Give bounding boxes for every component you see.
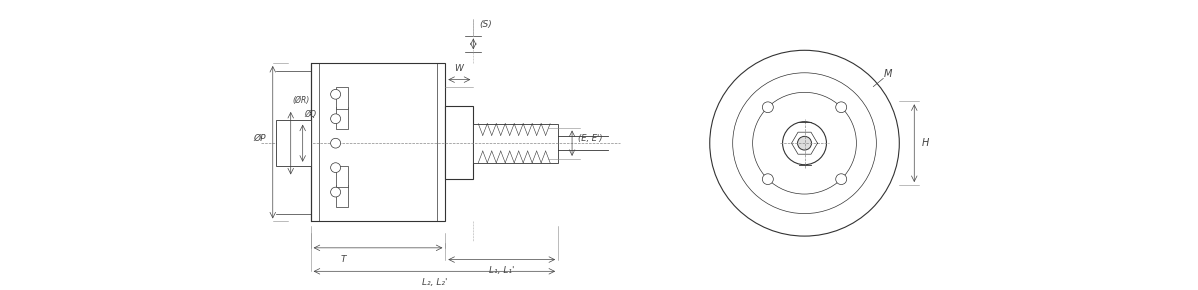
Text: H: H bbox=[921, 138, 928, 148]
Bar bbox=[335, 107, 347, 128]
Circle shape bbox=[762, 102, 774, 113]
Circle shape bbox=[709, 50, 900, 236]
Bar bbox=[335, 166, 347, 187]
Bar bbox=[310, 63, 446, 222]
Bar bbox=[276, 120, 310, 166]
Circle shape bbox=[836, 174, 847, 184]
Bar bbox=[335, 185, 347, 207]
Text: L₁, L₁': L₁, L₁' bbox=[489, 267, 514, 275]
Circle shape bbox=[331, 138, 340, 148]
Text: ØP: ØP bbox=[253, 134, 266, 143]
Circle shape bbox=[331, 187, 340, 197]
Text: (S): (S) bbox=[479, 20, 491, 29]
Text: T: T bbox=[341, 255, 346, 264]
Bar bbox=[335, 88, 347, 109]
Circle shape bbox=[782, 122, 827, 165]
Bar bbox=[446, 106, 473, 180]
Circle shape bbox=[762, 174, 774, 184]
Text: (E, E'): (E, E') bbox=[579, 134, 603, 143]
Text: L₂, L₂': L₂, L₂' bbox=[422, 278, 447, 287]
Bar bbox=[473, 124, 558, 163]
Text: W: W bbox=[454, 64, 462, 73]
Text: ØQ: ØQ bbox=[304, 110, 316, 119]
Circle shape bbox=[752, 92, 857, 194]
Text: (ØR): (ØR) bbox=[292, 96, 310, 105]
Circle shape bbox=[331, 89, 340, 99]
Circle shape bbox=[798, 136, 811, 150]
Circle shape bbox=[331, 163, 340, 173]
Circle shape bbox=[836, 102, 847, 113]
Circle shape bbox=[733, 73, 877, 214]
Circle shape bbox=[331, 114, 340, 124]
Text: M: M bbox=[883, 68, 891, 79]
